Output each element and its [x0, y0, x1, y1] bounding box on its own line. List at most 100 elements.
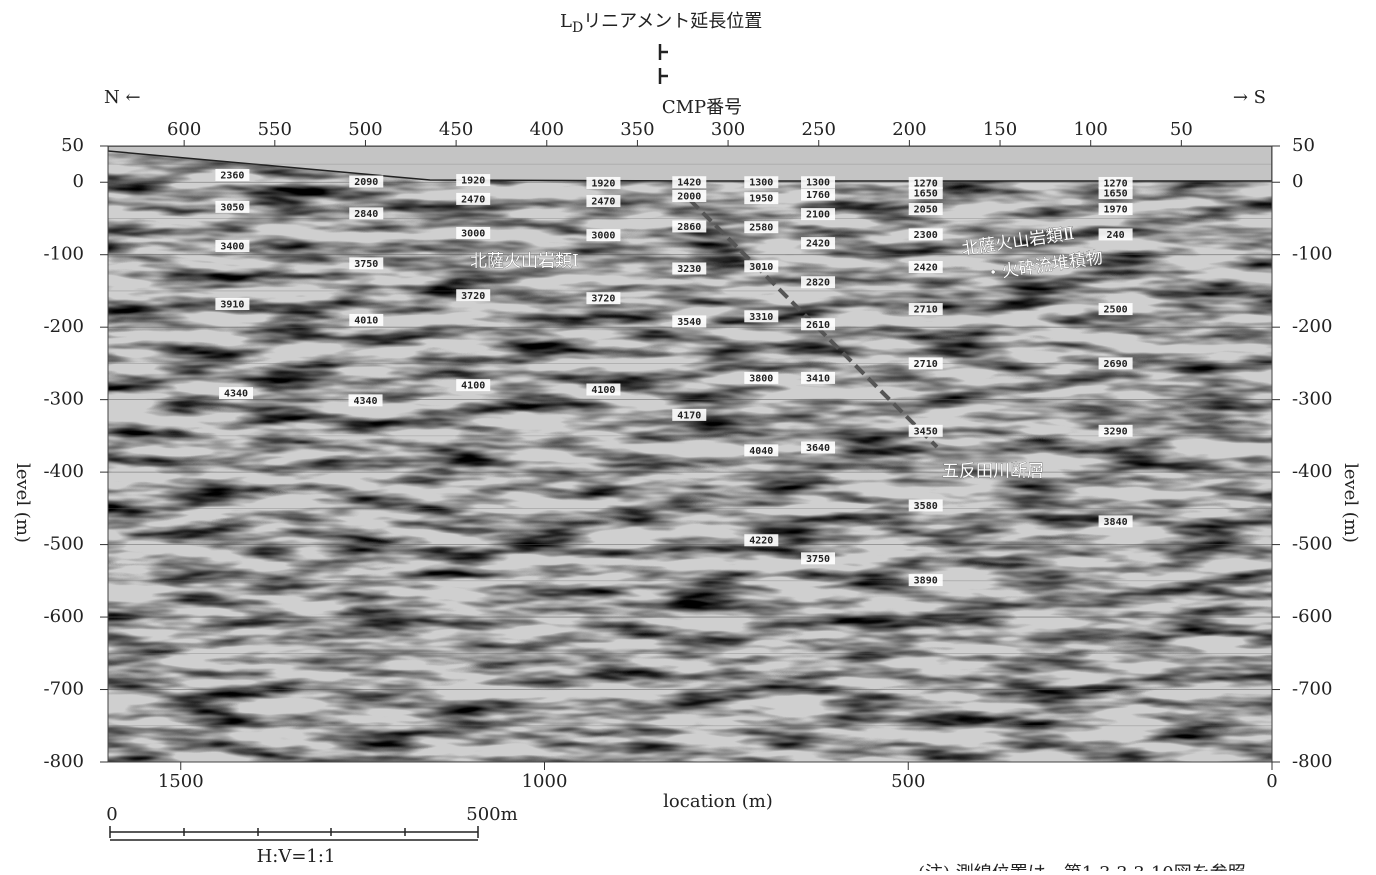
x-axis-label: location (m): [663, 791, 773, 812]
velocity-label: 3750: [806, 554, 830, 565]
cmp-tick-label: 450: [439, 119, 473, 140]
velocity-label-box: [1098, 176, 1133, 189]
velocity-label-box: [801, 441, 836, 454]
velocity-label: 3000: [591, 231, 615, 242]
velocity-label: 3840: [1104, 517, 1128, 528]
velocity-label-box: [456, 174, 491, 187]
velocity-label: 3910: [220, 299, 244, 310]
y-tick-label: -700: [44, 679, 84, 700]
velocity-label: 4340: [353, 396, 377, 407]
y-tick-label-right: -100: [1292, 244, 1332, 265]
velocity-label: 2000: [677, 192, 701, 203]
velocity-label-box: [586, 383, 621, 396]
velocity-label-box: [349, 313, 384, 326]
scale-ratio: H:V=1:1: [257, 846, 336, 867]
velocity-label-box: [1098, 515, 1133, 528]
velocity-label: 2580: [749, 223, 773, 234]
velocity-label: 2860: [677, 222, 701, 233]
velocity-label: 1650: [914, 189, 938, 200]
velocity-label: 3230: [677, 264, 701, 275]
velocity-label-box: [908, 574, 943, 587]
velocity-label: 4340: [224, 389, 248, 400]
velocity-label-box: [744, 176, 779, 189]
y-tick-label-right: 50: [1292, 135, 1315, 156]
velocity-label: 4040: [749, 446, 773, 457]
title-sub: D: [572, 20, 583, 36]
velocity-label-box: [908, 187, 943, 200]
velocity-label: 1300: [749, 178, 773, 189]
velocity-label-box: [908, 228, 943, 241]
velocity-label: 4010: [354, 315, 378, 326]
y-tick-label-right: 0: [1292, 171, 1303, 192]
cmp-tick-label: 300: [711, 119, 745, 140]
velocity-label-box: [908, 261, 943, 274]
velocity-label-box: [672, 176, 707, 189]
velocity-label-box: [908, 303, 943, 316]
velocity-label-box: [801, 552, 836, 565]
x-tick-label: 1000: [522, 771, 568, 792]
y-tick-label-right: -400: [1292, 461, 1332, 482]
velocity-label: 1970: [1104, 205, 1128, 216]
y-tick-label: -600: [44, 606, 84, 627]
velocity-label: 3000: [461, 228, 485, 239]
velocity-label: 1420: [677, 178, 701, 189]
direction-north: N ←: [104, 87, 141, 108]
velocity-label: 1920: [461, 176, 485, 187]
velocity-label-box: [1098, 357, 1133, 370]
velocity-label: 4100: [461, 381, 485, 392]
velocity-label-box: [744, 310, 779, 323]
y-tick-label-right: -600: [1292, 606, 1332, 627]
velocity-label: 3540: [677, 317, 701, 328]
scale-end: 500m: [466, 804, 517, 825]
velocity-label: 3720: [591, 294, 615, 305]
velocity-label: 2710: [914, 305, 938, 316]
plot-frame: [107, 145, 1273, 763]
velocity-label: 4100: [591, 385, 615, 396]
velocity-label: 2820: [806, 278, 830, 289]
velocity-label: 2690: [1104, 359, 1128, 370]
velocity-label-box: [744, 371, 779, 384]
velocity-label: 3580: [914, 501, 938, 512]
velocity-label-box: [672, 190, 707, 203]
velocity-label: 1300: [806, 178, 830, 189]
y-axis-label-left: level (m): [12, 463, 33, 543]
velocity-label-box: [801, 208, 836, 221]
velocity-label: 1920: [591, 178, 615, 189]
velocity-label: 2050: [914, 205, 938, 216]
velocity-label-box: [744, 192, 779, 205]
velocity-label: 2610: [806, 320, 830, 331]
lineament-marker: [658, 44, 668, 84]
velocity-label: 1760: [806, 190, 830, 201]
cmp-tick-label: 100: [1074, 119, 1108, 140]
velocity-label-box: [348, 394, 383, 407]
velocity-label-box: [801, 237, 836, 250]
cmp-tick-label: 50: [1170, 119, 1193, 140]
cmp-tick-label: 250: [802, 119, 836, 140]
velocity-label: 3290: [1104, 426, 1128, 437]
cmp-axis-label: CMP番号: [662, 97, 742, 118]
y-tick-label-right: -700: [1292, 679, 1332, 700]
velocity-label-box: [586, 292, 621, 305]
velocity-label: 1950: [749, 194, 773, 205]
velocity-label: 2500: [1104, 305, 1128, 316]
velocity-label: 3010: [749, 262, 773, 273]
velocity-label-box: [215, 200, 250, 213]
velocity-label-box: [215, 240, 250, 253]
velocity-label: 3720: [461, 291, 485, 302]
velocity-label: 2360: [220, 170, 244, 181]
velocity-label-box: [586, 229, 621, 242]
velocity-label-box: [456, 379, 491, 392]
velocity-label-box: [219, 387, 254, 400]
velocity-label: 3310: [749, 312, 773, 323]
title-rest: リニアメント延長位置: [583, 11, 762, 32]
direction-south: → S: [1233, 87, 1266, 108]
y-tick-label-right: -300: [1292, 389, 1332, 410]
velocity-label: 3400: [220, 242, 244, 253]
velocity-label-box: [801, 276, 836, 289]
y-axis-label-right: level (m): [1340, 463, 1361, 543]
unit-label: 北薩火山岩類Ⅰ: [470, 252, 579, 272]
velocity-label-box: [456, 289, 491, 302]
y-tick-label: -500: [44, 534, 84, 555]
velocity-label-box: [672, 408, 707, 421]
